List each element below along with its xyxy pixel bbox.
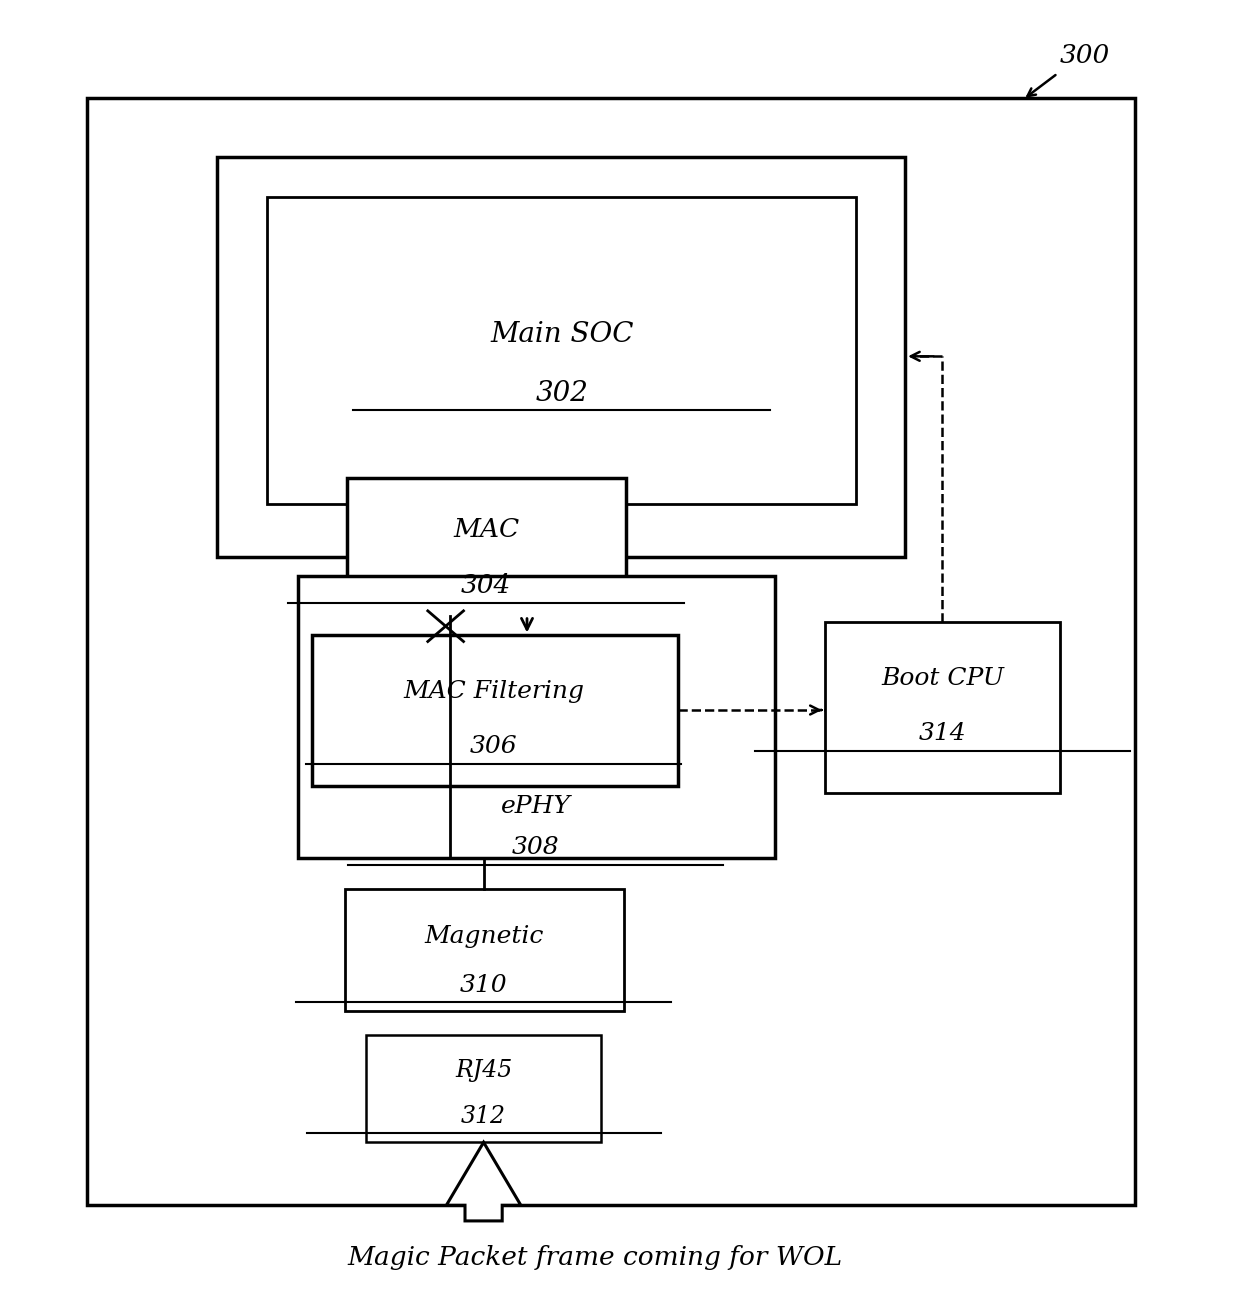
Text: Boot CPU: Boot CPU xyxy=(880,667,1004,690)
Text: 312: 312 xyxy=(461,1104,506,1128)
Text: ePHY: ePHY xyxy=(501,795,570,819)
Bar xyxy=(366,1035,601,1142)
Text: MAC: MAC xyxy=(453,516,520,542)
Text: 314: 314 xyxy=(919,722,966,745)
Text: 300: 300 xyxy=(1060,42,1110,68)
Text: 304: 304 xyxy=(461,572,511,599)
Bar xyxy=(87,98,1135,1205)
Bar xyxy=(217,157,905,557)
Bar xyxy=(312,635,678,786)
Text: Magic Packet frame coming for WOL: Magic Packet frame coming for WOL xyxy=(347,1244,843,1271)
Text: 306: 306 xyxy=(470,735,517,758)
Text: RJ45: RJ45 xyxy=(455,1058,512,1082)
Bar xyxy=(347,478,626,616)
Text: MAC Filtering: MAC Filtering xyxy=(403,680,584,703)
Text: 310: 310 xyxy=(460,973,507,997)
Text: 308: 308 xyxy=(512,836,559,859)
Bar xyxy=(298,576,775,858)
Text: 302: 302 xyxy=(536,380,588,406)
Polygon shape xyxy=(446,1142,521,1221)
Bar xyxy=(825,622,1060,793)
Bar xyxy=(345,889,624,1011)
Bar xyxy=(267,196,856,504)
Text: Magnetic: Magnetic xyxy=(424,925,543,948)
Text: Main SOC: Main SOC xyxy=(490,321,634,347)
